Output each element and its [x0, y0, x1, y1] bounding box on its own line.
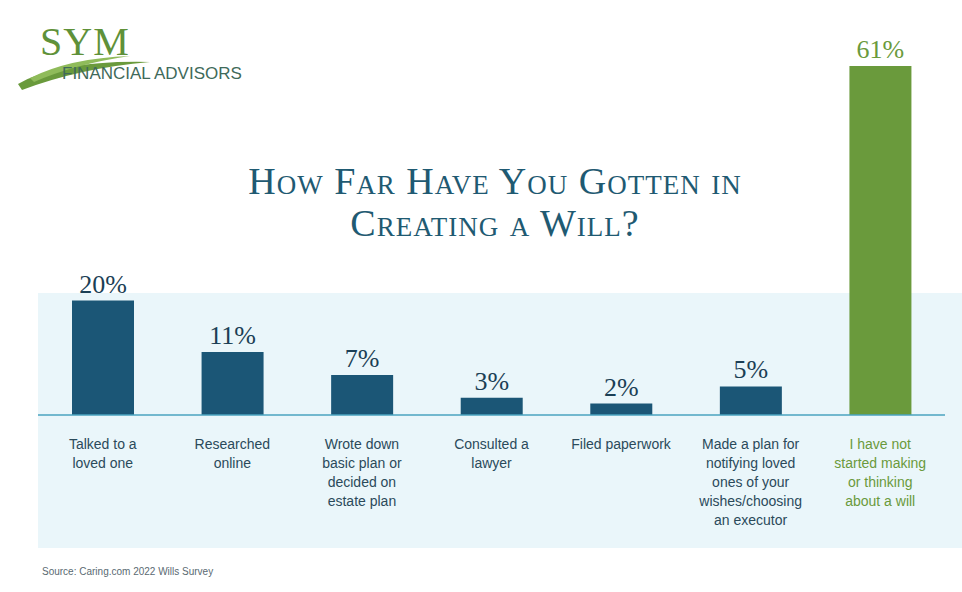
svg-text:Researchedonline: Researchedonline	[195, 436, 271, 471]
html-text:SYM: SYM	[40, 19, 130, 64]
svg-text:20%: 20%	[79, 270, 127, 299]
svg-text:Talked to aloved one: Talked to aloved one	[69, 436, 137, 471]
svg-text:61%: 61%	[857, 35, 905, 64]
html-text:FINANCIAL ADVISORS: FINANCIAL ADVISORS	[62, 64, 242, 83]
html-text:How Far Have You Gotten in Cre: How Far Have You Gotten in Creating a Wi…	[248, 160, 742, 244]
svg-text:3%: 3%	[474, 367, 509, 396]
svg-text:Consulted alawyer: Consulted alawyer	[454, 436, 529, 471]
svg-text:5%: 5%	[734, 355, 769, 384]
svg-text:Wrote downbasic plan ordecided: Wrote downbasic plan ordecided onestate …	[322, 436, 402, 509]
svg-text:11%: 11%	[209, 321, 256, 350]
svg-text:Made a plan fornotifying loved: Made a plan fornotifying lovedones of yo…	[698, 436, 802, 528]
html-text:Source: Caring.com 2022 Wills: Source: Caring.com 2022 Wills Survey	[42, 566, 214, 577]
svg-text:Filed paperwork: Filed paperwork	[571, 436, 672, 452]
svg-text:I have notstarted makingor thi: I have notstarted makingor thinkingabout…	[834, 436, 926, 509]
svg-text:2%: 2%	[604, 373, 639, 402]
svg-text:7%: 7%	[345, 344, 380, 373]
